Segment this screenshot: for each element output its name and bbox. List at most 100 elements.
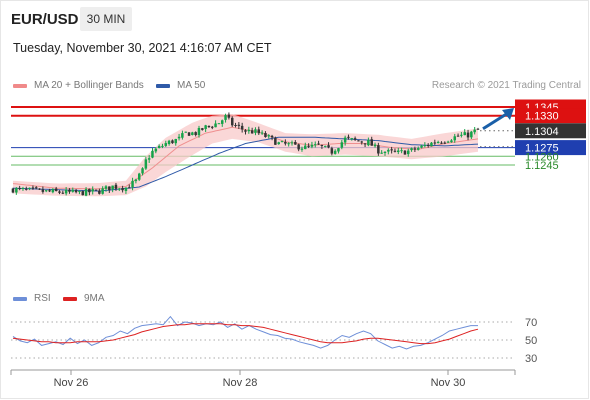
candle-body [171, 140, 174, 144]
candle-body [84, 189, 88, 196]
x-axis-tick-label: Nov 26 [54, 377, 89, 389]
candle-body [470, 131, 473, 138]
forecast-arrow-head [502, 108, 514, 120]
timeframe-button[interactable]: 30 MIN [80, 7, 132, 31]
rsi-9ma-line [12, 323, 479, 345]
candle-body [104, 186, 108, 189]
candle-body [393, 150, 397, 152]
candle-body [297, 144, 300, 150]
candle-body [21, 188, 25, 189]
candle-body [101, 188, 104, 194]
candle-body [61, 192, 65, 194]
candle-body [128, 187, 131, 189]
credit-label: Research © 2021 Trading Central [431, 80, 581, 91]
candle-body [68, 189, 71, 192]
candle-body [443, 142, 446, 144]
candle-body [74, 190, 78, 193]
candle-body [466, 132, 470, 138]
candle-body [460, 134, 463, 136]
candle-body [154, 148, 158, 152]
symbol-title: EUR/USD [11, 11, 79, 28]
candle-body [217, 123, 221, 125]
candle-body [350, 138, 353, 140]
candle-body [151, 150, 154, 158]
candle-body [227, 114, 231, 118]
candle-body [184, 131, 187, 133]
candle-body [81, 191, 84, 196]
candle-body [327, 145, 330, 148]
candle-body [440, 142, 443, 144]
candle-body [446, 141, 450, 143]
candle-body [473, 129, 476, 133]
legend-ma20: MA 20 + Bollinger Bands [13, 80, 144, 91]
candle-body [78, 191, 81, 192]
candle-body [64, 189, 68, 194]
candle-body [48, 190, 51, 192]
candle-body [387, 149, 390, 152]
candle-body [264, 133, 267, 137]
candle-body [244, 130, 247, 132]
candle-body [237, 124, 241, 126]
candle-body [250, 130, 254, 134]
candle-body [380, 152, 383, 154]
candle-body [343, 137, 347, 143]
candle-body [211, 126, 214, 128]
candle-body [340, 142, 344, 148]
candle-body [433, 142, 437, 144]
candle-body [300, 148, 304, 150]
candle-body [114, 184, 118, 189]
candle-body [204, 125, 207, 129]
candle-body [290, 142, 294, 144]
candle-body [131, 180, 134, 188]
candle-body [357, 140, 360, 142]
candle-body [201, 128, 204, 130]
candle-body [71, 189, 74, 192]
forecast-arrow-shaft [482, 111, 509, 131]
legend-ma50: MA 50 [156, 80, 205, 91]
candle-body [257, 129, 260, 134]
legend-rsi: RSI [13, 293, 51, 304]
candle-body [144, 159, 148, 169]
candle-body [224, 115, 227, 120]
price-level-tag-pivot [515, 140, 586, 156]
candle-body [274, 137, 277, 145]
candle-body [118, 188, 121, 190]
candle-body [410, 148, 413, 151]
candle-body [463, 132, 466, 136]
candle-body [98, 190, 101, 194]
candle-body [240, 125, 244, 130]
candle-body [231, 117, 234, 126]
candle-body [25, 188, 28, 190]
candle-body [277, 142, 280, 145]
candle-body [11, 188, 15, 193]
candle-body [287, 143, 290, 145]
candle-body [267, 135, 270, 137]
candle-body [337, 148, 340, 152]
candle-body [370, 139, 373, 146]
candle-body [41, 189, 45, 192]
candle-body [45, 190, 48, 192]
candle-body [157, 145, 161, 148]
candle-body [367, 140, 370, 146]
price-level-label: 1.1260 [525, 151, 559, 163]
candle-body [333, 150, 337, 154]
rsi-axis-label: 50 [525, 335, 537, 347]
candle-body [317, 143, 320, 145]
candle-body [147, 158, 151, 160]
candle-body [280, 141, 284, 143]
candle-body [377, 145, 380, 154]
candle-body [58, 191, 61, 193]
ma9-swatch [63, 296, 77, 301]
candle-body [307, 145, 310, 147]
candle-body [214, 123, 217, 128]
candle-body [270, 135, 274, 138]
candle-body [18, 188, 21, 190]
legend-rsi-label: RSI [34, 293, 51, 304]
x-axis-tick-label: Nov 30 [431, 377, 466, 389]
candle-body [15, 188, 18, 193]
candle-body [373, 144, 377, 147]
candle-body [181, 133, 184, 138]
candle-body [436, 141, 440, 144]
